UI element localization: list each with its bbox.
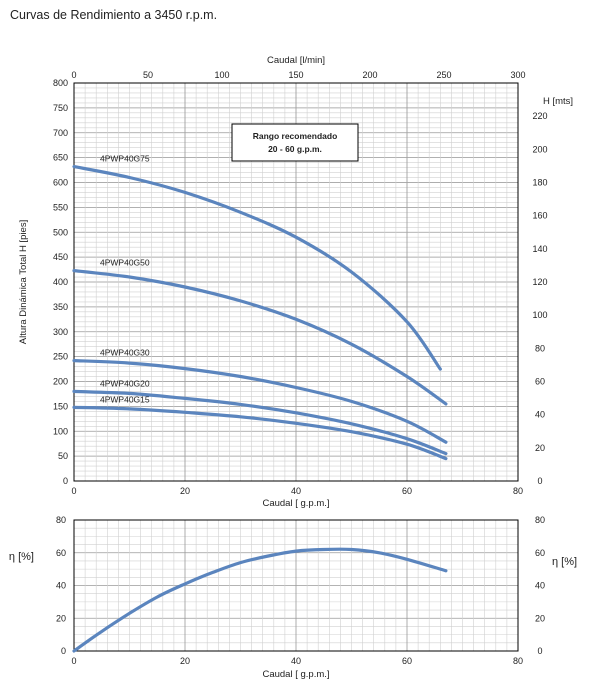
top-x-tick-label: 0: [71, 70, 76, 80]
y-tick-label: 20: [56, 613, 66, 623]
y-tick-label: 250: [53, 352, 68, 362]
y-tick-label: 40: [56, 581, 66, 591]
x-tick-label: 0: [71, 656, 76, 666]
right-y-tick-label: 40: [535, 410, 545, 420]
efficiency-curve: [72, 547, 448, 653]
note-line-1: Rango recomendado: [253, 131, 338, 141]
right-y-tick-label: 100: [532, 310, 547, 320]
head-curve-4pwp40g50: [72, 269, 448, 406]
y-tick-label: 700: [53, 128, 68, 138]
y-tick-label: 600: [53, 178, 68, 188]
x-tick-label: 80: [513, 486, 523, 496]
right-y-tick-label: 80: [535, 515, 545, 525]
top-x-tick-label: 250: [436, 70, 451, 80]
x-tick-label: 40: [291, 656, 301, 666]
right-y-tick-label: 0: [537, 476, 542, 486]
right-y-tick-label: 0: [537, 646, 542, 656]
efficiency-y-axis-label: η [%]: [9, 551, 34, 563]
efficiency-right-y-axis-label: η [%]: [552, 556, 577, 568]
right-y-tick-label: 60: [535, 377, 545, 387]
top-x-tick-label: 200: [362, 70, 377, 80]
right-y-tick-label: 160: [532, 211, 547, 221]
right-y-tick-label: 20: [535, 443, 545, 453]
curve-label: 4PWP40G50: [100, 258, 150, 268]
y-axis-label: Altura Dinámica Total H [pies]: [18, 220, 29, 344]
right-y-tick-label: 120: [532, 277, 547, 287]
y-tick-label: 550: [53, 202, 68, 212]
recommended-range-note: Rango recomendado 20 - 60 g.p.m.: [231, 123, 359, 162]
y-tick-label: 300: [53, 327, 68, 337]
top-x-tick-label: 150: [288, 70, 303, 80]
x-tick-label: 40: [291, 486, 301, 496]
x-axis-label: Caudal [ g.p.m.]: [262, 498, 329, 509]
y-tick-label: 100: [53, 426, 68, 436]
y-tick-label: 0: [63, 476, 68, 486]
right-y-tick-label: 200: [532, 144, 547, 154]
y-tick-label: 80: [56, 515, 66, 525]
y-tick-label: 650: [53, 153, 68, 163]
x-tick-label: 20: [180, 486, 190, 496]
right-y-tick-label: 180: [532, 178, 547, 188]
head-curve-4pwp40g75: [72, 165, 442, 371]
right-y-tick-label: 60: [535, 548, 545, 558]
right-y-tick-label: 220: [532, 111, 547, 121]
x-tick-label: 0: [71, 486, 76, 496]
curve-label: 4PWP40G30: [100, 348, 150, 358]
y-tick-label: 200: [53, 377, 68, 387]
y-tick-label: 0: [61, 646, 66, 656]
right-y-tick-label: 40: [535, 581, 545, 591]
head-curve-4pwp40g20: [72, 389, 448, 456]
x-tick-label: 20: [180, 656, 190, 666]
top-x-tick-label: 50: [143, 70, 153, 80]
right-y-axis-label: H [mts]: [543, 96, 573, 107]
y-tick-label: 800: [53, 78, 68, 88]
x-tick-label: 60: [402, 486, 412, 496]
x-tick-label: 80: [513, 656, 523, 666]
right-y-tick-label: 20: [535, 613, 545, 623]
y-tick-label: 400: [53, 277, 68, 287]
y-tick-label: 500: [53, 227, 68, 237]
note-line-2: 20 - 60 g.p.m.: [268, 144, 322, 154]
top-x-tick-label: 300: [510, 70, 525, 80]
curve-label: 4PWP40G15: [100, 394, 150, 404]
right-y-tick-label: 80: [535, 343, 545, 353]
y-tick-label: 450: [53, 252, 68, 262]
top-x-axis-label: Caudal [l/min]: [267, 55, 325, 66]
head-curve-4pwp40g15: [72, 405, 448, 461]
page-title: Curvas de Rendimiento a 3450 r.p.m.: [10, 8, 218, 22]
curve-label: 4PWP40G20: [100, 378, 150, 388]
head-chart-frame: [73, 82, 519, 482]
y-tick-label: 50: [58, 451, 68, 461]
curve-label: 4PWP40G75: [100, 154, 150, 164]
head-curve-4pwp40g30: [72, 359, 448, 444]
efficiency-x-axis-label: Caudal [ g.p.m.]: [262, 669, 329, 680]
head-curve-chart: 0501001502002503003504004505005506006507…: [18, 55, 573, 509]
efficiency-chart-frame: [73, 519, 519, 652]
x-tick-label: 60: [402, 656, 412, 666]
y-tick-label: 350: [53, 302, 68, 312]
y-tick-label: 750: [53, 103, 68, 113]
right-y-tick-label: 140: [532, 244, 547, 254]
y-tick-label: 150: [53, 401, 68, 411]
y-tick-label: 60: [56, 548, 66, 558]
top-x-tick-label: 100: [214, 70, 229, 80]
